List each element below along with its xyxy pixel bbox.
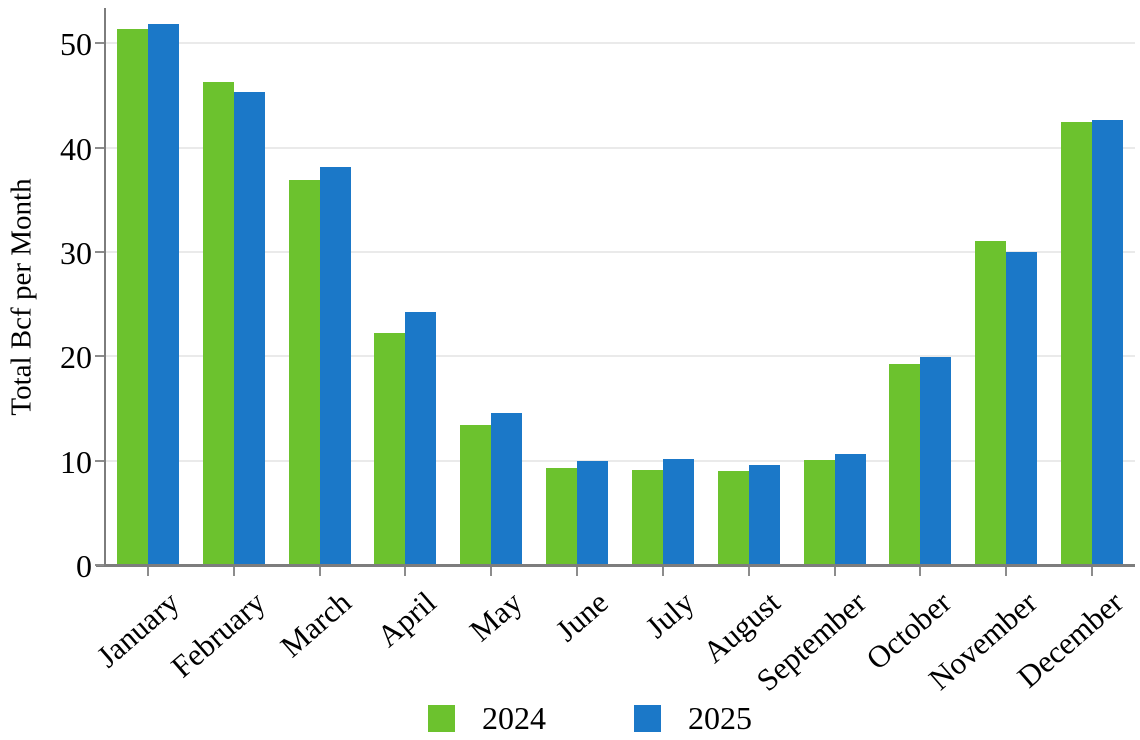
y-tick-label-10: 10 (60, 443, 92, 480)
bar-2024-october (889, 363, 921, 565)
x-tick-january (146, 567, 149, 576)
x-tick-august (747, 567, 750, 576)
bar-2025-november (1006, 252, 1038, 565)
x-tick-september (833, 567, 836, 576)
bar-2024-june (546, 467, 578, 565)
y-tick-30 (95, 251, 104, 254)
x-tick-june (576, 567, 579, 576)
x-tick-april (404, 567, 407, 576)
x-tick-march (318, 567, 321, 576)
bar-2025-april (405, 311, 437, 565)
x-axis-line (96, 564, 1135, 567)
x-tick-december (1091, 567, 1094, 576)
gridline-10 (105, 459, 1135, 462)
y-axis-title: Total Bcf per Month (5, 178, 38, 416)
y-tick-20 (95, 355, 104, 358)
bar-2025-august (748, 464, 780, 565)
gridline-20 (105, 355, 1135, 358)
bar-2025-september (834, 454, 866, 565)
x-tick-november (1005, 567, 1008, 576)
bar-2025-february (233, 92, 265, 565)
bar-2025-july (662, 458, 694, 565)
y-tick-40 (95, 146, 104, 149)
legend-label-2025: 2025 (688, 700, 752, 736)
bar-2024-april (374, 333, 406, 565)
y-tick-label-50: 50 (60, 26, 92, 63)
bar-2024-february (202, 82, 234, 565)
y-tick-50 (95, 42, 104, 45)
legend: 2024 2025 (428, 702, 752, 734)
y-tick-label-0: 0 (76, 548, 92, 584)
gridline-40 (105, 146, 1135, 149)
x-tick-february (232, 567, 235, 576)
bar-2025-december (1092, 119, 1124, 565)
bar-2025-january (147, 23, 179, 565)
bar-2025-march (319, 166, 351, 565)
bar-2024-march (288, 180, 320, 565)
bar-2024-september (803, 459, 835, 565)
legend-label-2024: 2024 (482, 700, 546, 736)
bar-2024-january (116, 28, 148, 565)
legend-item-2024: 2024 (428, 702, 546, 734)
x-tick-july (661, 567, 664, 576)
bar-2024-may (460, 425, 492, 565)
bar-2025-october (920, 357, 952, 565)
bar-2025-june (577, 460, 609, 565)
legend-swatch-2025 (634, 704, 661, 732)
bar-2024-december (1061, 121, 1093, 565)
x-tick-october (919, 567, 922, 576)
bar-2025-may (491, 412, 523, 565)
gridline-50 (105, 42, 1135, 45)
y-tick-label-40: 40 (60, 130, 92, 167)
legend-swatch-2024 (428, 704, 455, 732)
y-axis-line (104, 8, 106, 567)
x-tick-may (490, 567, 493, 576)
gridline-30 (105, 251, 1135, 254)
bar-2024-august (717, 471, 749, 565)
y-tick-0 (95, 564, 104, 566)
legend-item-2025: 2025 (634, 702, 752, 734)
y-tick-label-20: 20 (60, 339, 92, 376)
bar-2024-july (631, 470, 663, 565)
y-tick-10 (95, 459, 104, 462)
bar-2024-november (975, 240, 1007, 565)
y-tick-label-30: 30 (60, 235, 92, 272)
